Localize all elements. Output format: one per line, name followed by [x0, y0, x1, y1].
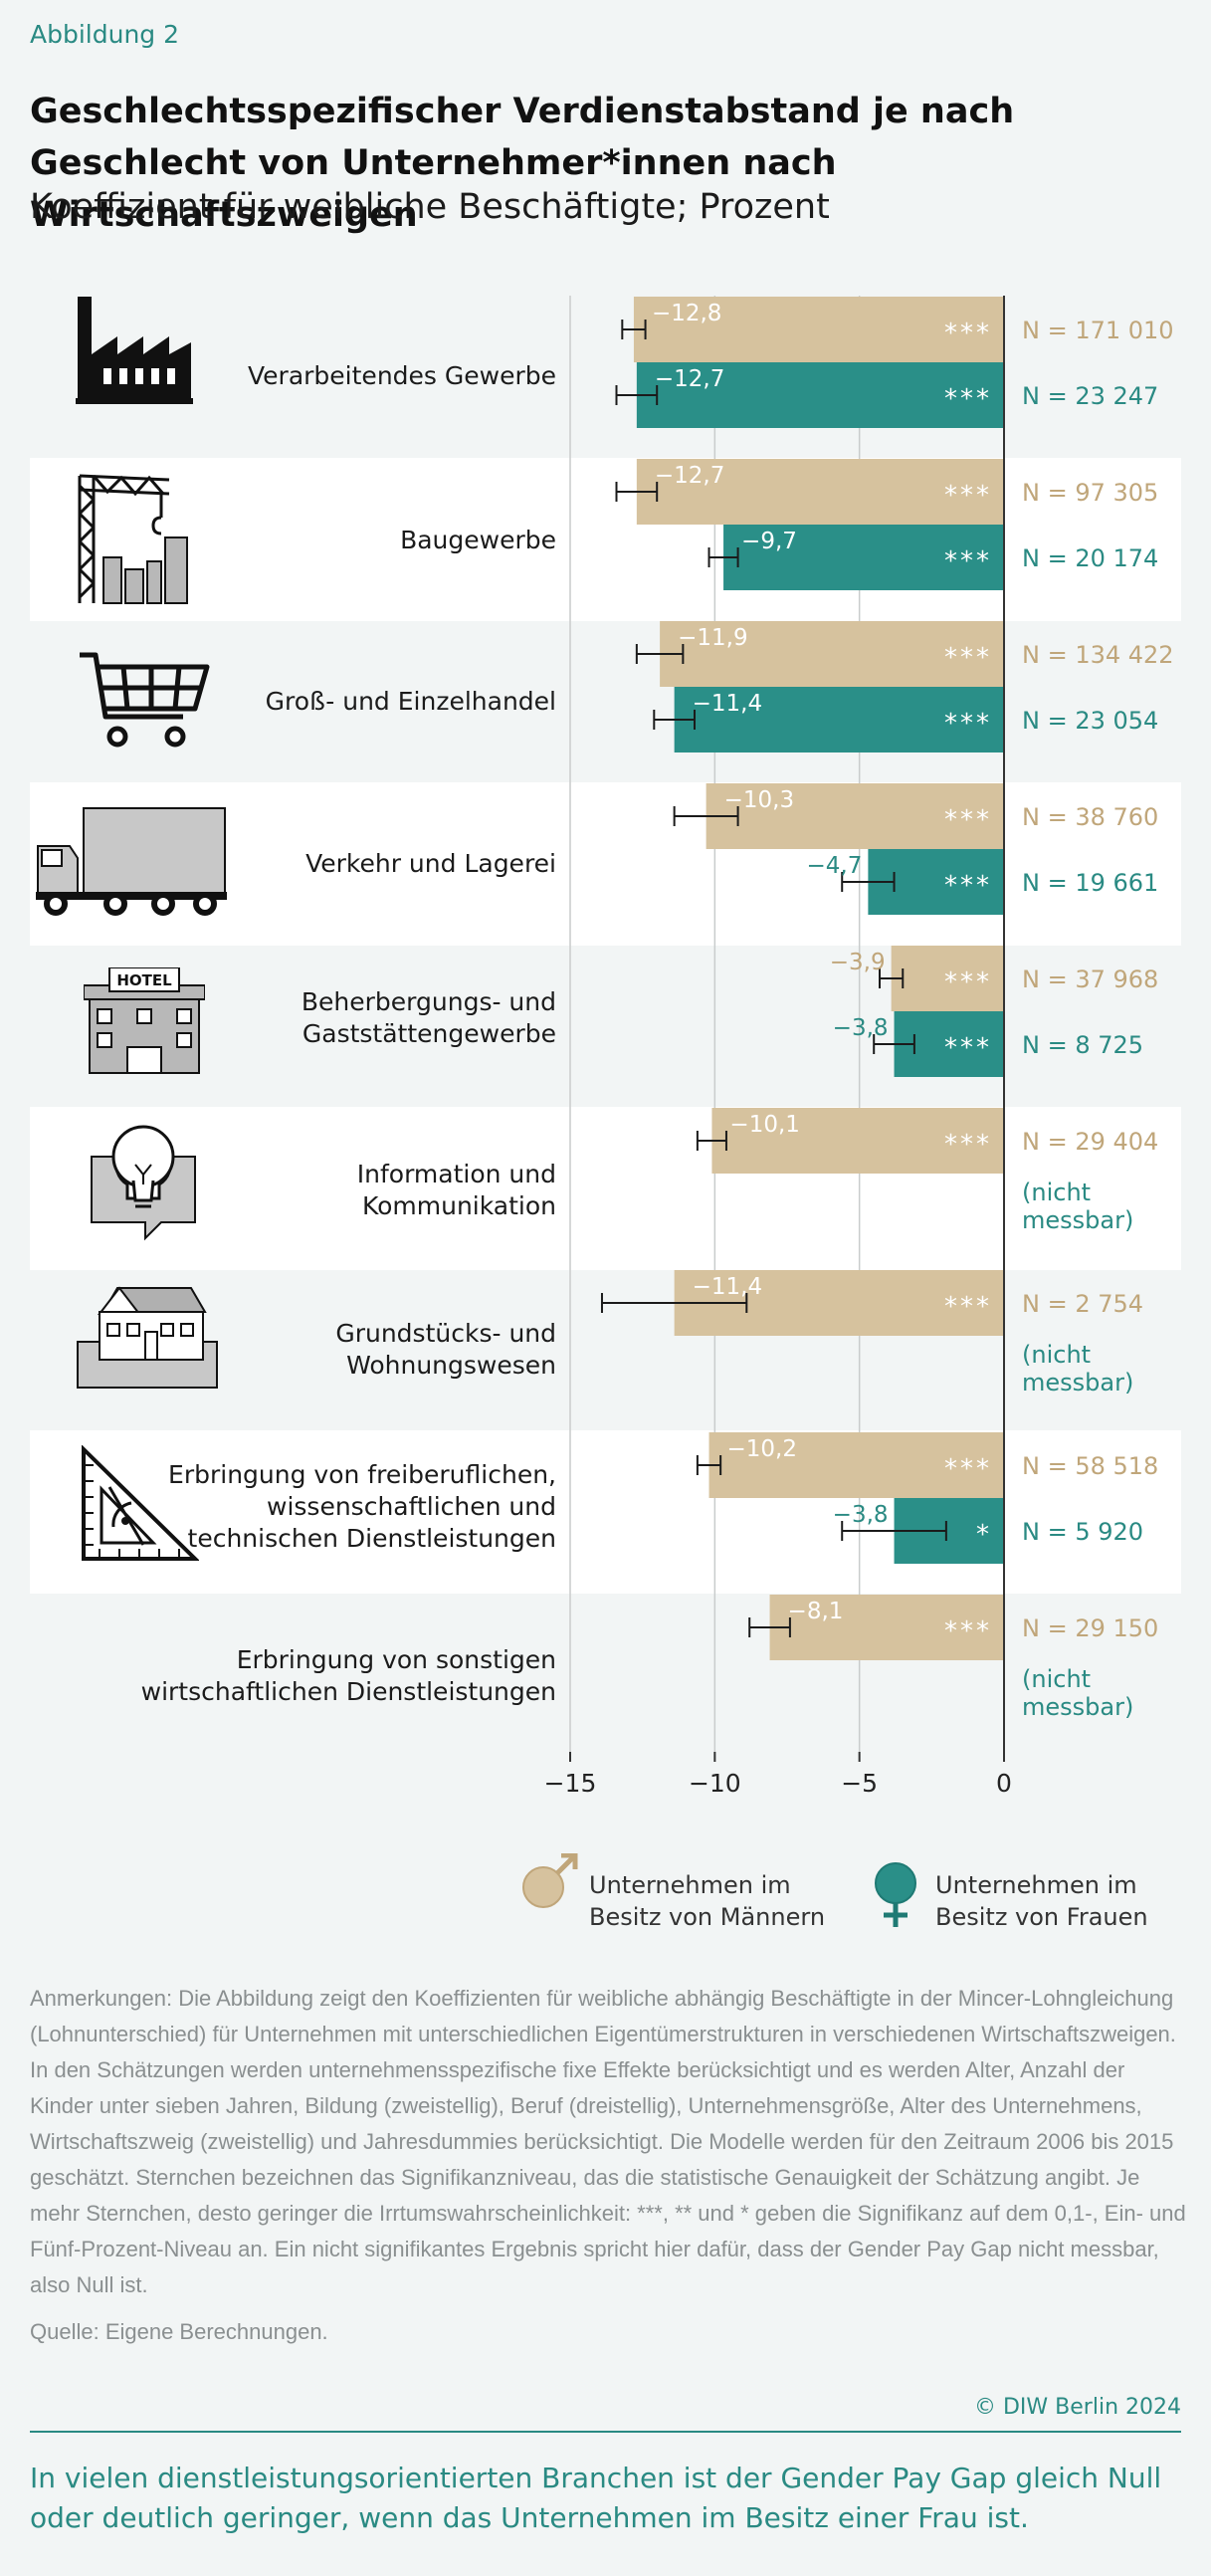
bar-men — [633, 297, 1004, 362]
data-label: −11,4 — [693, 1274, 762, 1300]
data-label: −4,7 — [807, 853, 863, 879]
bar-men — [708, 1432, 1004, 1498]
n-label-men: N = 29 404 — [1022, 1128, 1158, 1156]
legend-label-men: Unternehmen im Besitz von Männern — [589, 1871, 826, 1931]
n-label-men: N = 29 150 — [1022, 1614, 1158, 1642]
n-label-men: N = 37 968 — [1022, 966, 1158, 993]
n-label-women: N = 23 247 — [1022, 382, 1158, 410]
bar-men — [769, 1595, 1004, 1660]
bar-men — [711, 1108, 1004, 1174]
notes-text: Anmerkungen: Die Abbildung zeigt den Koe… — [30, 1986, 1186, 2297]
bar-women — [674, 687, 1004, 752]
divider — [30, 2431, 1181, 2433]
n-label-women: N = 8 725 — [1022, 1031, 1143, 1059]
x-tick-label: −10 — [689, 1769, 741, 1798]
data-label: −11,9 — [678, 625, 747, 651]
data-label: −12,7 — [655, 463, 724, 489]
category-label: Information und Kommunikation — [356, 1160, 556, 1220]
significance-stars: *** — [944, 1454, 992, 1484]
chart-subtitle: Koeffizient für weibliche Beschäftigte; … — [30, 187, 830, 227]
copyright-text: © DIW Berlin 2024 — [974, 2395, 1181, 2420]
lightbulb-chat-icon — [91, 1125, 196, 1241]
significance-stars: *** — [944, 384, 992, 414]
significance-stars: *** — [944, 1130, 992, 1160]
data-label: −8,1 — [788, 1599, 844, 1624]
n-label-women: N = 19 661 — [1022, 869, 1158, 897]
bar-men — [891, 946, 1004, 1011]
female-symbol-icon — [875, 1862, 916, 1927]
n-label-men: N = 171 010 — [1022, 317, 1174, 344]
category-label: Grundstücks- und Wohnungswesen — [335, 1319, 556, 1380]
significance-stars: *** — [944, 1616, 992, 1646]
significance-stars: *** — [944, 1033, 992, 1063]
category-label: Verkehr und Lagerei — [305, 849, 556, 878]
data-label: −3,8 — [833, 1502, 889, 1528]
n-label-women: N = 5 920 — [1022, 1518, 1143, 1546]
significance-stars: *** — [944, 319, 992, 348]
significance-stars: *** — [944, 871, 992, 901]
chart-title: Geschlechtsspezifischer Verdienstabstand… — [30, 92, 1015, 235]
data-label: −10,2 — [727, 1436, 797, 1462]
crane-icon — [78, 474, 188, 604]
significance-stars: *** — [944, 643, 992, 673]
category-label: Baugewerbe — [400, 526, 556, 554]
n-label-men: N = 2 754 — [1022, 1290, 1143, 1318]
house-icon — [77, 1286, 218, 1389]
figure-label: Abbildung 2 — [30, 20, 180, 49]
n-label-women: (nicht messbar) — [1022, 1341, 1133, 1396]
category-label: Erbringung von sonstigen wirtschaftliche… — [140, 1645, 556, 1706]
bar-women — [723, 525, 1004, 590]
significance-stars: *** — [944, 805, 992, 835]
n-label-men: N = 97 305 — [1022, 479, 1158, 507]
source-text: Quelle: Eigene Berechnungen. — [30, 2319, 328, 2344]
significance-stars: *** — [944, 709, 992, 739]
truck-icon — [36, 807, 227, 916]
bar-men — [660, 621, 1004, 687]
n-label-men: N = 134 422 — [1022, 641, 1174, 669]
x-tick-label: −15 — [544, 1769, 597, 1798]
n-label-women: N = 20 174 — [1022, 544, 1158, 572]
bar-chart: −15 −10 −5 0N = 171 010***−12,8N = 97 305**… — [544, 296, 1174, 1798]
significance-stars: *** — [944, 967, 992, 997]
significance-stars: *** — [944, 481, 992, 511]
category-label: Beherbergungs- und Gaststättengewerbe — [301, 987, 556, 1048]
shopping-cart-icon — [80, 652, 210, 748]
n-label-women: (nicht messbar) — [1022, 1179, 1133, 1234]
category-label: Verarbeitendes Gewerbe — [248, 361, 556, 390]
male-symbol-icon — [522, 1853, 578, 1908]
bar-men — [636, 459, 1004, 525]
hotel-icon: HOTEL — [84, 967, 205, 1074]
factory-icon — [76, 297, 193, 404]
significance-stars: *** — [944, 1292, 992, 1322]
bar-women — [636, 362, 1004, 428]
data-label: −3,8 — [833, 1015, 889, 1041]
n-label-women: N = 23 054 — [1022, 707, 1158, 735]
summary-text: In vielen dienstleistungsorientierten Br… — [30, 2462, 1162, 2534]
category-label: Erbringung von freiberuflichen, wissensc… — [168, 1460, 556, 1553]
data-label: −9,7 — [741, 529, 797, 554]
hotel-sign-text: HOTEL — [116, 971, 172, 989]
n-label-men: N = 38 760 — [1022, 803, 1158, 831]
bar-men — [706, 783, 1004, 849]
significance-stars: *** — [944, 546, 992, 576]
x-tick-label: 0 — [996, 1769, 1012, 1798]
n-label-women: (nicht messbar) — [1022, 1665, 1133, 1721]
legend-label-women: Unternehmen im Besitz von Frauen — [935, 1871, 1148, 1931]
x-tick-label: −5 — [841, 1769, 878, 1798]
data-label: −11,4 — [693, 691, 762, 717]
category-label: Groß- und Einzelhandel — [265, 687, 556, 716]
data-label: −10,3 — [724, 787, 794, 813]
set-square-icon — [82, 1445, 199, 1561]
data-label: −10,1 — [729, 1112, 799, 1138]
significance-stars: * — [976, 1520, 992, 1550]
data-label: −12,7 — [655, 366, 724, 392]
n-label-men: N = 58 518 — [1022, 1452, 1158, 1480]
data-label: −12,8 — [652, 301, 721, 326]
data-label: −3,9 — [830, 950, 886, 975]
